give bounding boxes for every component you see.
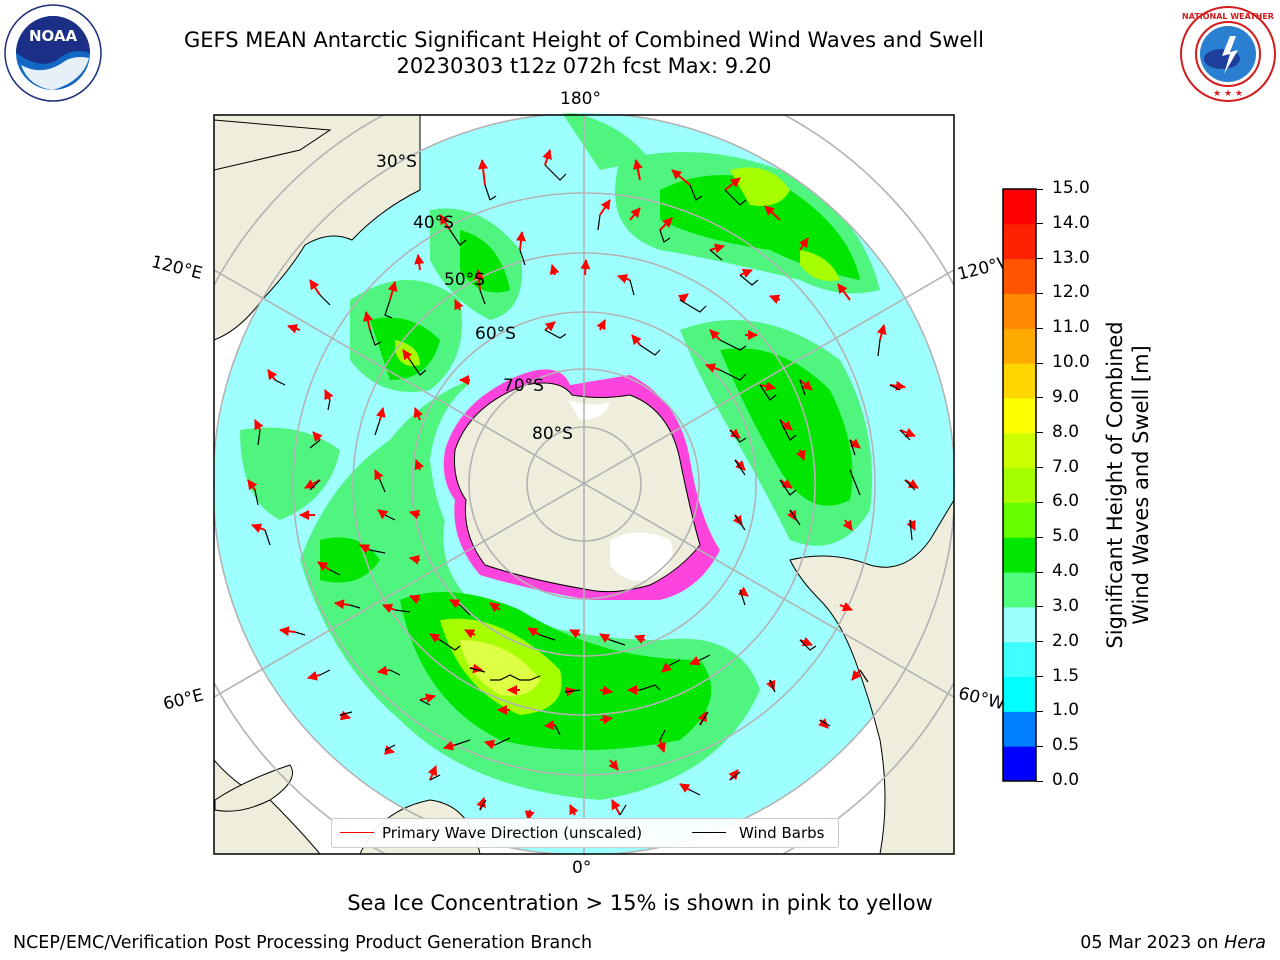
footer-machine: Hera: [1224, 933, 1266, 953]
colorbar-segment: [1003, 537, 1036, 573]
colorbar-tick-label: 2.0: [1052, 630, 1080, 651]
colorbar-tick-mark: [1036, 188, 1043, 190]
lat-label-80s: 80°S: [532, 424, 573, 444]
colorbar-tick-label: 10.0: [1052, 352, 1090, 373]
colorbar-segment: [1003, 502, 1036, 538]
colorbar-segment: [1003, 223, 1036, 260]
wind-barbs: [254, 164, 916, 816]
madagascar-land: [214, 764, 293, 812]
lat-label-30s: 30°S: [376, 152, 417, 172]
colorbar-tick-label: 4.0: [1052, 561, 1080, 582]
colorbar-tick-label: 1.0: [1052, 700, 1080, 721]
colorbar-tick-label: 3.0: [1052, 595, 1080, 616]
colorbar: [1002, 188, 1037, 782]
lat-label-50s: 50°S: [444, 270, 485, 290]
colorbar-segment: [1003, 572, 1036, 608]
wave-direction-legend-label: Primary Wave Direction (unscaled): [382, 824, 643, 842]
colorbar-tick-label: 12.0: [1052, 282, 1090, 303]
colorbar-tick-mark: [1036, 501, 1043, 503]
svg-text:★ ★ ★: ★ ★ ★: [1213, 89, 1243, 99]
colorbar-segment: [1003, 641, 1036, 678]
colorbar-segment: [1003, 258, 1036, 294]
wind-barbs-legend-line: [692, 832, 726, 833]
graticule: [214, 115, 954, 854]
colorbar-tick-label: 8.0: [1052, 421, 1080, 442]
colorbar-tick-label: 15.0: [1052, 178, 1090, 198]
colorbar-tick-mark: [1036, 571, 1043, 573]
colorbar-tick-label: 13.0: [1052, 247, 1090, 268]
colorbar-tick-mark: [1036, 432, 1043, 434]
colorbar-segment: [1003, 363, 1036, 399]
footer-producer: NCEP/EMC/Verification Post Processing Pr…: [13, 933, 593, 953]
colorbar-tick-mark: [1036, 780, 1043, 782]
colorbar-tick-label: 1.5: [1052, 665, 1080, 686]
nws-logo: NATIONAL WEATHER ★ ★ ★: [1180, 6, 1276, 102]
colorbar-tick-mark: [1036, 641, 1043, 643]
map-legend: Primary Wave Direction (unscaled) Wind B…: [331, 818, 839, 848]
colorbar-segment: [1003, 397, 1036, 434]
colorbar-tick-label: 0.0: [1052, 770, 1080, 790]
colorbar-segment: [1003, 676, 1036, 712]
wave-arrows: [247, 149, 919, 821]
lon-label-0: 0°: [572, 858, 592, 878]
wind-barbs-legend-label: Wind Barbs: [739, 824, 825, 842]
colorbar-tick-mark: [1036, 676, 1043, 678]
map-title: GEFS MEAN Antarctic Significant Height o…: [183, 28, 985, 52]
colorbar-tick-mark: [1036, 710, 1043, 712]
colorbar-tick-mark: [1036, 362, 1043, 364]
svg-text:NOAA: NOAA: [29, 27, 78, 45]
noaa-logo: NOAA: [4, 4, 102, 102]
colorbar-tick-label: 14.0: [1052, 212, 1090, 233]
lat-label-40s: 40°S: [413, 213, 454, 233]
colorbar-tick-mark: [1036, 606, 1043, 608]
colorbar-tick-mark: [1036, 467, 1043, 469]
colorbar-tick-mark: [1036, 536, 1043, 538]
colorbar-tick-label: 9.0: [1052, 386, 1080, 407]
colorbar-tick-mark: [1036, 745, 1043, 747]
lat-label-60s: 60°S: [475, 324, 516, 344]
map-frame: [213, 114, 955, 855]
colorbar-tick-label: 0.5: [1052, 735, 1080, 756]
colorbar-tick-label: 6.0: [1052, 491, 1080, 512]
colorbar-segment: [1003, 189, 1036, 225]
colorbar-tick-mark: [1036, 292, 1043, 294]
colorbar-tick-mark: [1036, 258, 1043, 260]
colorbar-segment: [1003, 328, 1036, 364]
colorbar-tick-label: 11.0: [1052, 317, 1090, 338]
colorbar-tick-mark: [1036, 397, 1043, 399]
colorbar-tick-mark: [1036, 223, 1043, 225]
colorbar-segment: [1003, 432, 1036, 469]
sea-ice-note: Sea Ice Concentration > 15% is shown in …: [347, 891, 933, 915]
colorbar-segment: [1003, 711, 1036, 747]
colorbar-segment: [1003, 467, 1036, 503]
colorbar-tick-label: 5.0: [1052, 526, 1080, 547]
lon-label-180: 180°: [560, 89, 601, 109]
colorbar-segment: [1003, 293, 1036, 329]
map-subtitle: 20230303 t12z 072h fcst Max: 9.20: [396, 54, 772, 78]
colorbar-tick-mark: [1036, 327, 1043, 329]
wave-direction-legend-line: [340, 832, 374, 833]
footer-date: 05 Mar 2023 on Hera: [1080, 933, 1266, 953]
svg-text:NATIONAL WEATHER: NATIONAL WEATHER: [1182, 12, 1274, 21]
lat-label-70s: 70°S: [503, 376, 544, 396]
colorbar-segment: [1003, 746, 1036, 782]
colorbar-tick-label: 7.0: [1052, 456, 1080, 477]
colorbar-segment: [1003, 606, 1036, 643]
